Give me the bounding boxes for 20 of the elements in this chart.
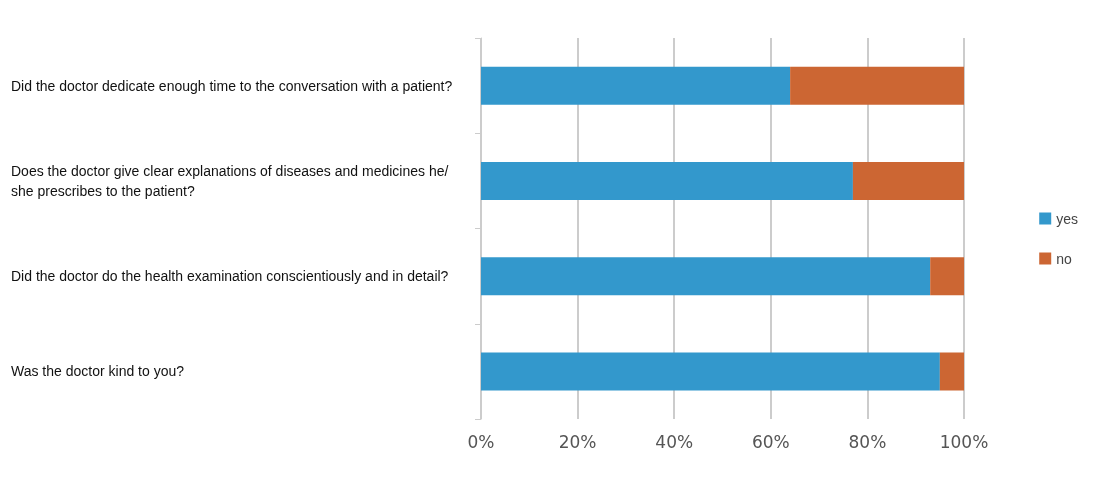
x-tick-label: 80% <box>848 431 887 452</box>
y-tick-label: Did the doctor do the health examination conscientiously and in detail? <box>11 268 449 285</box>
bar <box>481 257 931 296</box>
bar <box>481 161 853 200</box>
x-tick-label: 60% <box>751 431 790 452</box>
bar <box>930 257 964 296</box>
x-tick-label: 40% <box>655 431 694 452</box>
bar <box>790 66 964 105</box>
y-tick-label: Did the doctor dedicate enough time to the conversation with a patient? <box>11 77 453 94</box>
x-tick-label: 20% <box>558 431 597 452</box>
legend-label: yes <box>1056 210 1079 227</box>
x-tick-label: 0% <box>467 431 495 452</box>
bar <box>852 161 964 200</box>
bar <box>481 66 791 105</box>
bar <box>481 352 940 391</box>
bar <box>939 352 964 391</box>
y-tick-label: Does the doctor give clear explanations of diseases and medicines he/she prescribes to the patient? <box>11 162 449 199</box>
legend-label: no <box>1056 250 1072 267</box>
x-tick-label: 100% <box>939 431 989 452</box>
y-tick-label: Was the doctor kind to you? <box>11 363 185 380</box>
